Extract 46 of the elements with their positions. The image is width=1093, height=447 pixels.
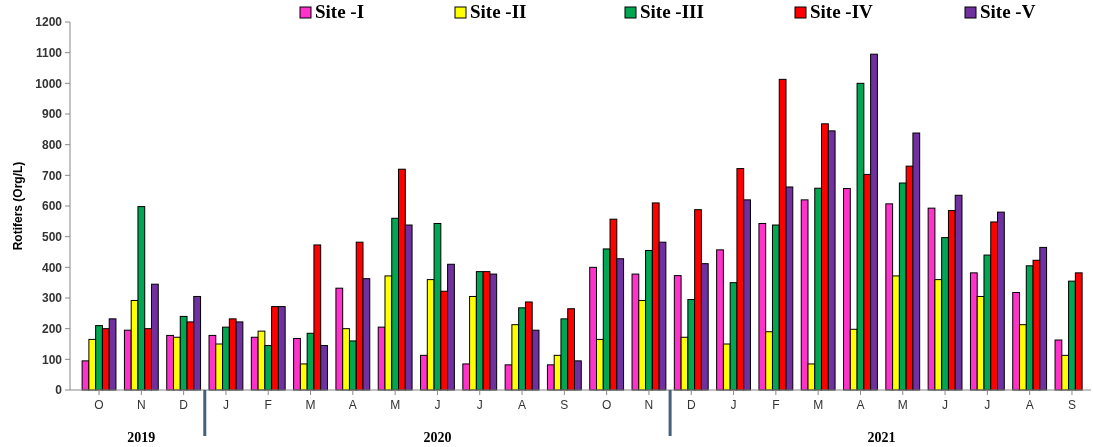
legend-label: Site -II bbox=[470, 1, 527, 22]
x-tick-label: J bbox=[222, 398, 229, 412]
text: 2020 bbox=[423, 430, 452, 445]
legend-label: Site -III bbox=[640, 1, 704, 22]
y-tick-label: 500 bbox=[41, 229, 63, 244]
legend-label: Site -I bbox=[315, 1, 365, 22]
text: 2021 bbox=[867, 430, 896, 445]
x-tick-label: S bbox=[1067, 398, 1076, 412]
legend-label: Site -V bbox=[980, 1, 1036, 22]
x-tick-label: N bbox=[644, 398, 654, 412]
x-tick-label: M bbox=[813, 398, 824, 412]
y-tick-label: 900 bbox=[41, 107, 63, 122]
y-tick-label: 400 bbox=[41, 260, 63, 275]
x-tick-label: D bbox=[179, 398, 189, 412]
y-tick-label: 700 bbox=[41, 168, 63, 183]
x-tick-label: J bbox=[434, 398, 441, 412]
y-axis-title: Rotifers (Org/L) bbox=[11, 161, 25, 251]
x-tick-label: J bbox=[942, 398, 949, 412]
y-tick-label: 200 bbox=[41, 321, 63, 336]
y-tick-label: 0 bbox=[55, 383, 63, 398]
text: 2019 bbox=[127, 430, 156, 445]
y-tick-label: 1100 bbox=[35, 45, 63, 60]
x-tick-label: F bbox=[264, 398, 272, 412]
x-tick-label: A bbox=[348, 398, 357, 412]
x-tick-label: M bbox=[897, 398, 908, 412]
y-tick-label: 100 bbox=[41, 352, 63, 367]
x-tick-label: A bbox=[856, 398, 865, 412]
y-tick-label: 300 bbox=[41, 291, 63, 306]
y-tick-label: 800 bbox=[41, 137, 63, 152]
x-tick-label: S bbox=[560, 398, 569, 412]
x-tick-label: M bbox=[390, 398, 401, 412]
x-tick-label: F bbox=[772, 398, 780, 412]
x-tick-label: J bbox=[476, 398, 483, 412]
x-tick-label: A bbox=[1025, 398, 1034, 412]
legend-label: Site -IV bbox=[810, 1, 874, 22]
x-tick-label: O bbox=[94, 398, 104, 412]
x-tick-label: O bbox=[601, 398, 612, 412]
x-tick-label: M bbox=[305, 398, 316, 412]
y-tick-label: 600 bbox=[41, 199, 63, 214]
x-tick-label: J bbox=[984, 398, 991, 412]
x-tick-label: A bbox=[518, 398, 527, 412]
x-tick-label: D bbox=[686, 398, 696, 412]
y-tick-label: 1200 bbox=[35, 15, 63, 30]
x-tick-label: J bbox=[730, 398, 737, 412]
x-tick-label: N bbox=[137, 398, 146, 412]
y-tick-label: 1000 bbox=[35, 76, 63, 91]
